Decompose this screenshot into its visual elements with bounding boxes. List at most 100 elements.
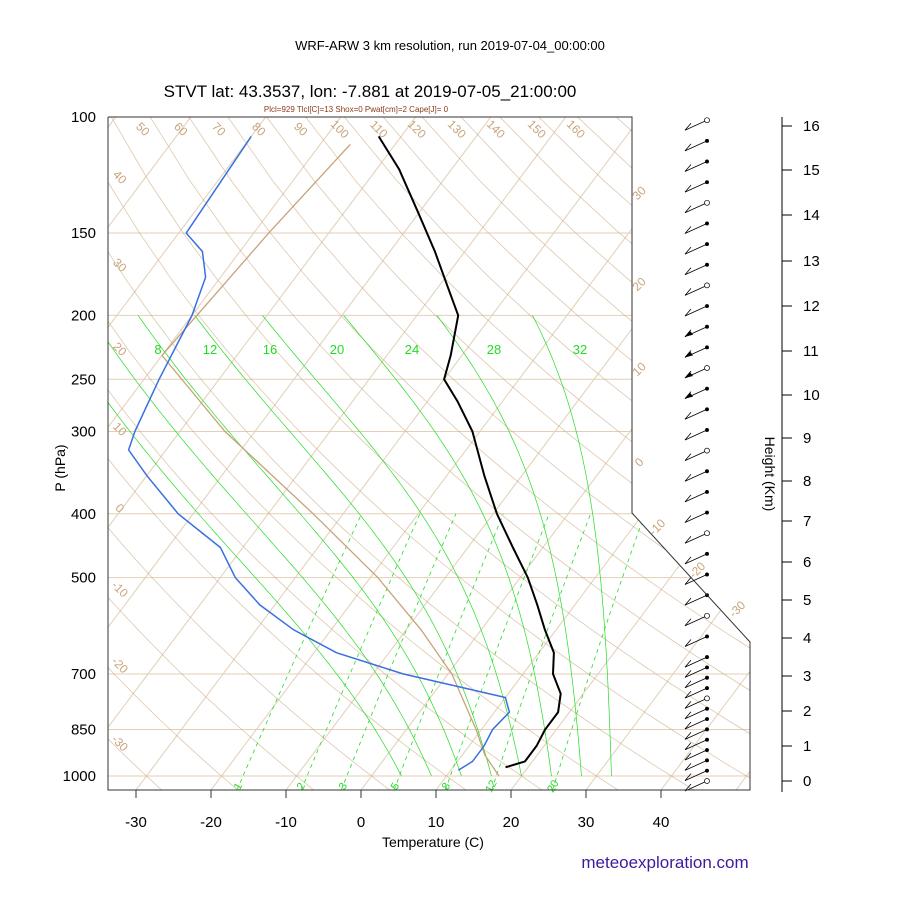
wind-barb-staff (684, 636, 708, 647)
wind-barb-staff (684, 470, 708, 482)
wind-barb-station-dot (705, 686, 709, 691)
moist-adiabat-label: 8 (154, 342, 161, 357)
wind-barb (684, 665, 709, 678)
dry-adiabat-line (460, 117, 750, 790)
parcel-curve (161, 143, 500, 777)
wind-barb (684, 727, 709, 740)
wind-barb-feather (684, 535, 692, 544)
mixing-ratio-line (340, 513, 457, 790)
isotherm-label: 50 (133, 119, 153, 139)
mixing-ratio-line (491, 513, 591, 790)
height-tick-label: 12 (803, 298, 820, 315)
mixing-ratio-label: 5 (389, 781, 402, 792)
dry-adiabat-line (108, 117, 750, 790)
wind-barb (684, 365, 710, 379)
wind-barb-feather (684, 432, 692, 441)
isotherm-line (108, 117, 192, 790)
wind-barb-station-dot (705, 138, 709, 143)
mixing-ratio-labels: 8 12 16 20 24 28 321 2 3 5 8 12 20 (154, 342, 587, 795)
wind-barb (684, 407, 709, 420)
height-tick-label: 13 (803, 253, 820, 270)
wind-barb-station-dot (705, 180, 709, 185)
wind-barb-staff (684, 677, 708, 689)
dry-adiabat-line (108, 117, 162, 790)
height-tick-label: 3 (803, 668, 811, 685)
mixing-ratio-line (552, 513, 646, 790)
dry-adiabat-line (305, 117, 750, 790)
wind-barb-station-dot (705, 551, 709, 556)
wind-barb-feather (684, 773, 692, 781)
wind-barb-staff (684, 408, 708, 420)
wind-barb (684, 572, 709, 585)
dry-adiabat-line (108, 117, 543, 790)
dry-adiabat-line (110, 117, 750, 790)
pressure-tick-label: 300 (71, 423, 96, 440)
isotherm-label: 80 (249, 119, 269, 139)
wind-barb-staff (684, 553, 708, 565)
isotherm-label: 90 (291, 119, 311, 139)
station-title: STVT lat: 43.3537, lon: -7.881 at 2019-0… (164, 82, 577, 101)
wind-barb-station-dot (705, 572, 709, 577)
wind-barb-staff (684, 729, 708, 740)
isotherm-line (108, 117, 342, 790)
wind-barb (684, 593, 709, 606)
adiabat-label-left: 40 (110, 167, 130, 187)
adiabat-label-right: 0 (632, 455, 647, 470)
wind-barb-station-dot (705, 706, 709, 711)
wind-barb (684, 304, 709, 317)
wind-barb-feather (684, 473, 692, 482)
wind-barb-staff (684, 532, 708, 544)
isotherm-line (510, 117, 750, 790)
plot-frame (107, 116, 751, 791)
wind-barb-staff (684, 780, 708, 792)
wind-barb-staff (684, 429, 708, 441)
height-tick-label: 9 (803, 430, 811, 447)
adiabat-label-left: -20 (109, 654, 131, 676)
wind-barb (684, 386, 709, 400)
isotherm-label: 130 (445, 117, 469, 141)
wind-barb-station-dot (705, 489, 709, 494)
pressure-tick-label: 200 (71, 307, 96, 324)
wind-barb-feather (684, 711, 692, 719)
pressure-tick-label: 250 (71, 371, 96, 388)
wind-barb-staff (684, 202, 708, 214)
adiabat-label-left: -10 (109, 578, 131, 600)
isotherm-label: 160 (564, 117, 588, 141)
run-title: WRF-ARW 3 km resolution, run 2019-07-04_… (295, 38, 605, 53)
wind-barb-station-dot (705, 768, 709, 773)
pressure-tick-label: 1000 (63, 768, 96, 785)
dry-adiabat-line (577, 117, 750, 790)
moist-adiabat-line (343, 315, 552, 777)
isotherm-line (135, 117, 642, 790)
height-tick-label: 15 (803, 162, 820, 179)
wind-barb-staff (684, 119, 708, 131)
wind-barb-staff (684, 594, 708, 606)
pressure-tick-label: 850 (71, 722, 96, 739)
adiabat-label-right: -30 (726, 598, 748, 620)
wind-barb-staff (684, 708, 708, 720)
wind-barb-staff (684, 770, 708, 782)
wind-barb-station-dot (705, 159, 709, 164)
wind-barb (684, 530, 710, 544)
moist-adiabat-line (194, 315, 492, 777)
dry-adiabat-line (266, 117, 750, 790)
wind-barb-station-dot (704, 365, 710, 371)
wind-barb (684, 447, 710, 461)
wind-barb-feather (684, 226, 692, 234)
height-tick-label: 8 (803, 473, 811, 490)
mixing-ratio-line (236, 513, 362, 790)
height-tick-label: 1 (803, 738, 811, 755)
wind-barb-station-dot (705, 345, 709, 350)
height-tick-label: 4 (803, 630, 811, 647)
wind-barb (684, 612, 710, 627)
height-tick-label: 2 (803, 703, 811, 720)
mixing-ratio-lines (236, 513, 646, 790)
moist-adiabat-label: 12 (203, 342, 217, 357)
wind-barb-staff (684, 749, 708, 761)
wind-barb (684, 262, 709, 276)
wind-barb (684, 686, 709, 699)
moist-adiabat-line (108, 315, 402, 777)
wind-barb-staff (684, 305, 708, 317)
wind-barb-flag (685, 330, 693, 337)
